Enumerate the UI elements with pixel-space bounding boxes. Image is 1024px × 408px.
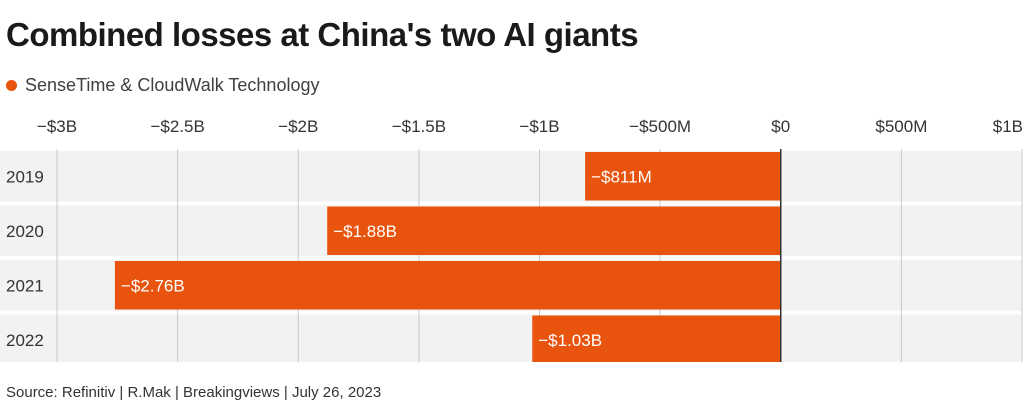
- bar: [114, 261, 781, 310]
- bar: [327, 206, 781, 255]
- x-tick-label: −$3B: [37, 117, 77, 136]
- x-tick-label: −$2.5B: [150, 117, 204, 136]
- legend: SenseTime & CloudWalk Technology: [6, 75, 319, 96]
- x-tick-label: −$1.5B: [392, 117, 446, 136]
- category-label: 2019: [6, 167, 44, 186]
- x-tick-label: $500M: [875, 117, 927, 136]
- x-tick-label: $1B: [993, 117, 1023, 136]
- x-tick-label: $0: [771, 117, 790, 136]
- legend-swatch: [6, 80, 17, 91]
- row-band: [0, 151, 1022, 202]
- bar-value-label: −$1.03B: [538, 331, 602, 350]
- bar-value-label: −$1.88B: [333, 222, 397, 241]
- bar-value-label: −$2.76B: [121, 276, 185, 295]
- bar-value-label: −$811M: [591, 167, 652, 186]
- bar-chart: −$3B −$2.5B −$2B −$1.5B −$1B −$500M $0 $500M $1B…: [0, 117, 1023, 362]
- legend-label: SenseTime & CloudWalk Technology: [25, 75, 320, 95]
- source-note: Source: Refinitiv | R.Mak | Breakingview…: [6, 384, 382, 401]
- bar: [532, 315, 781, 362]
- category-label: 2021: [6, 276, 44, 295]
- category-label: 2022: [6, 331, 44, 350]
- chart-title: Combined losses at China's two AI giants: [6, 16, 639, 53]
- bar: [585, 152, 781, 201]
- category-label: 2020: [6, 222, 44, 241]
- x-tick-label: −$2B: [278, 117, 318, 136]
- x-tick-label: −$1B: [519, 117, 559, 136]
- row-band: [0, 314, 1022, 362]
- x-tick-label: −$500M: [629, 117, 691, 136]
